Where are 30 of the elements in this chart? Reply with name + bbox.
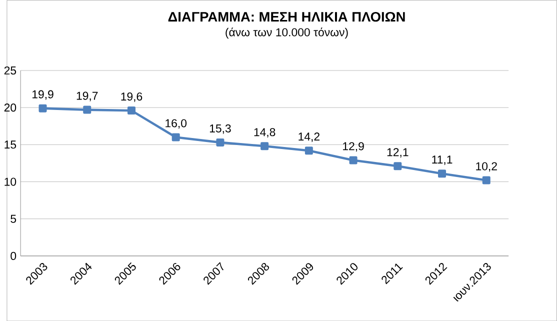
data-label: 19,6 [121,92,142,102]
point [438,169,446,178]
point [260,142,269,150]
data-label: 19,9 [32,90,54,100]
chart-subtitle: (άνω των 10.000 τόνων) [226,27,348,38]
point [172,133,180,142]
data-label: 11,1 [432,156,452,165]
point [304,146,313,154]
data-label: 12,1 [387,148,408,158]
chart-title: ΔΙΑΓΡΑΜΜΑ: ΜΕΣΗ ΗΛΙΚΙΑ ΠΛΟΙΩΝ [168,12,405,22]
point [38,104,47,112]
y-tick-label: 0 [10,252,16,260]
data-label: 12,9 [343,142,364,152]
data-label: 10,2 [476,162,497,172]
data-label: 14,2 [298,132,320,142]
data-label: 15,3 [210,124,231,134]
point [394,162,402,170]
data-label: 14,8 [254,128,276,138]
y-tick-label: 25 [4,66,16,74]
y-tick-label: 20 [4,103,16,112]
y-tick-label: 5 [10,214,16,223]
data-label: 16,0 [166,119,187,129]
data-label: 19,7 [76,92,98,102]
y-tick-label: 15 [4,140,16,149]
point [349,156,358,164]
y-tick-label: 10 [4,178,16,186]
point [216,138,224,146]
point [482,176,490,184]
point [127,106,136,114]
point [83,106,92,114]
